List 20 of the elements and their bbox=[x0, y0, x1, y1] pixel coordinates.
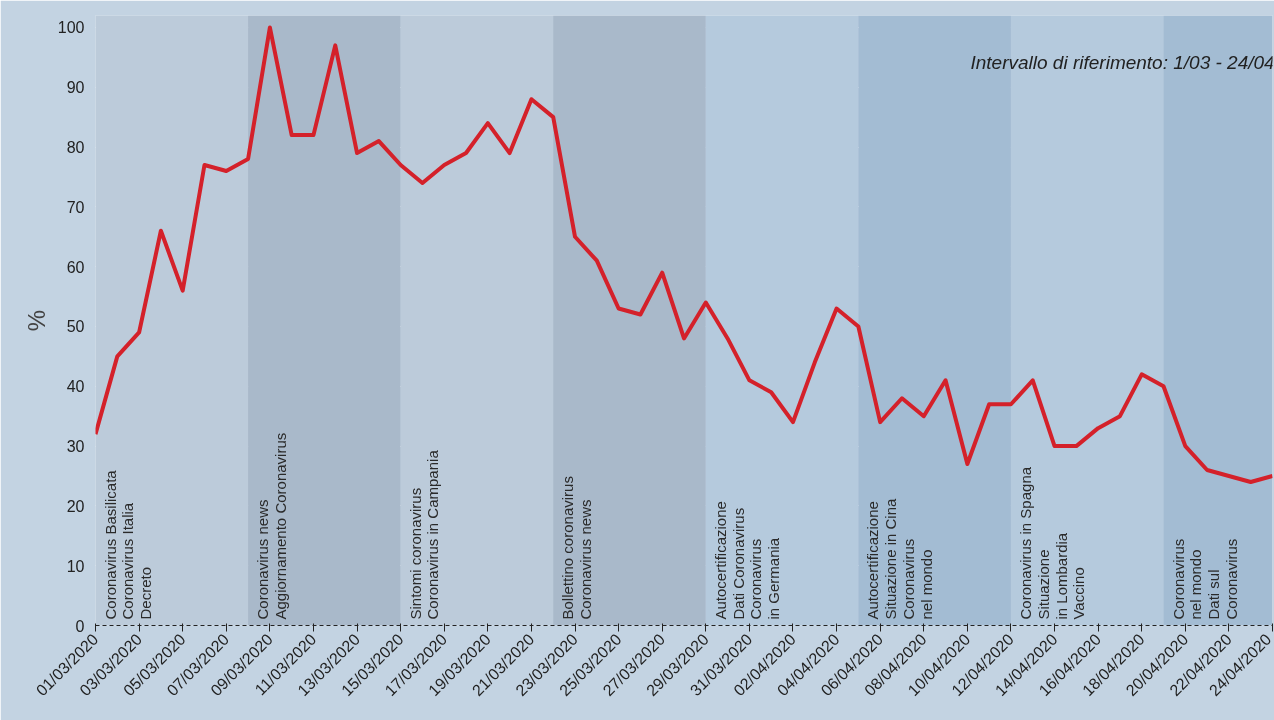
y-tick-label: 50 bbox=[66, 318, 85, 336]
y-tick-label: 30 bbox=[66, 438, 85, 456]
band-label: Coronavirus Basilicata Coronavirus Italia Decreto bbox=[101, 469, 155, 620]
y-tick-label: 80 bbox=[66, 139, 85, 157]
band-label: Coronavirus nel mondo Dati sul Coronavirus bbox=[1169, 538, 1241, 620]
band-label: Bollettino coronavirus Coronavirus news bbox=[559, 476, 595, 620]
y-tick-label: 90 bbox=[66, 79, 85, 97]
band-label: Coronavirus news Aggiornamento Coronavirus bbox=[254, 432, 289, 620]
y-axis-title: % bbox=[22, 309, 50, 332]
y-tick-label: 40 bbox=[66, 378, 85, 396]
y-tick-label: 70 bbox=[66, 198, 85, 216]
y-tick-label: 20 bbox=[66, 497, 85, 515]
band-label: Sintomi coronavirus Coronavirus in Campania bbox=[406, 449, 442, 620]
band-label: Coronavirus in Spagna Situazione in Lombardia Vaccino bbox=[1016, 466, 1088, 620]
y-tick-label: 0 bbox=[75, 617, 85, 635]
band-label: Autocertificazione Dati Coronavirus Coronavirus in Germania bbox=[711, 501, 783, 620]
band-label: Autocertificazione Situazione in Cina Coronavirus nel mondo bbox=[864, 497, 935, 620]
y-tick-label: 60 bbox=[66, 258, 85, 276]
y-tick-label: 10 bbox=[66, 557, 85, 575]
y-tick-label: 100 bbox=[57, 19, 85, 37]
